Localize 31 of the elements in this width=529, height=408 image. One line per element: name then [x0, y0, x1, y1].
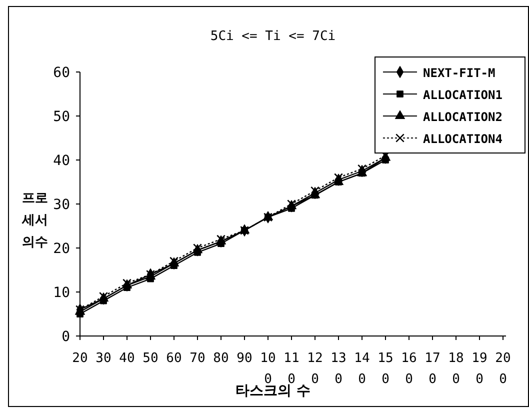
x-tick-label: 30 [96, 351, 112, 366]
x-tick-label: 150 [378, 351, 394, 387]
chart-title: 5Ci <= Ti <= 7Ci [210, 29, 336, 44]
y-tick-label: 60 [53, 65, 70, 81]
x-tick-label: 140 [354, 351, 370, 387]
x-tick-label: 40 [119, 351, 135, 366]
y-tick-label: 40 [53, 153, 70, 169]
y-tick-label: 20 [53, 241, 70, 257]
legend-label: ALLOCATION2 [423, 110, 502, 124]
y-axis-title: 프로세서의수 [21, 191, 48, 250]
x-tick-label: 120 [307, 351, 323, 387]
legend-label: ALLOCATION4 [423, 132, 502, 146]
x-tick-label: 100 [260, 351, 276, 387]
x-tick-label: 80 [213, 351, 229, 366]
y-tick-label: 30 [53, 197, 70, 213]
y-tick-label: 0 [62, 329, 70, 345]
x-tick-label: 70 [190, 351, 206, 366]
x-tick-label: 180 [448, 351, 464, 387]
legend-label: NEXT-FIT-M [423, 66, 496, 80]
x-tick-label: 130 [330, 351, 346, 387]
x-tick-label: 90 [236, 351, 252, 366]
y-tick-label: 50 [53, 109, 70, 125]
x-tick-label: 190 [472, 351, 488, 387]
x-tick-label: 200 [495, 351, 511, 387]
legend-label: ALLOCATION1 [423, 88, 502, 102]
y-tick-label: 10 [53, 285, 70, 301]
x-tick-label: 60 [166, 351, 182, 366]
x-tick-label: 50 [142, 351, 158, 366]
x-tick-label: 170 [424, 351, 440, 387]
x-tick-label: 160 [401, 351, 417, 387]
x-tick-label: 20 [72, 351, 88, 366]
